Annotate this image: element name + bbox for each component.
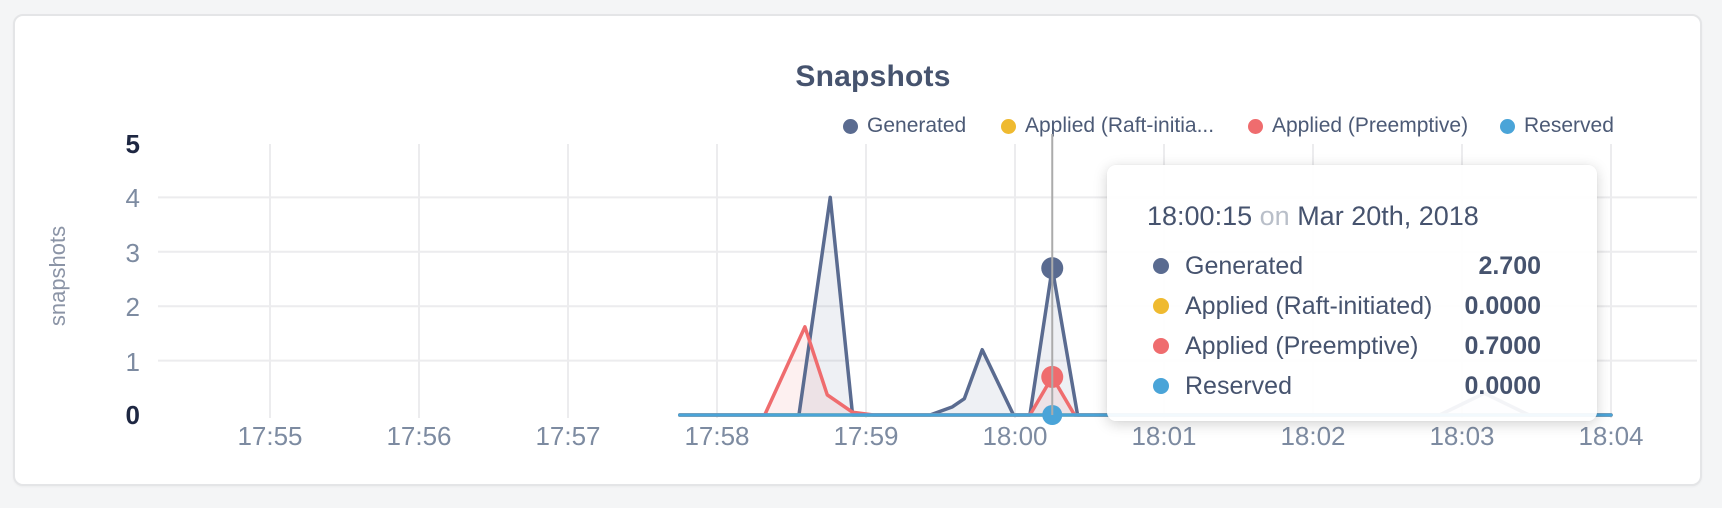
y-tick-5: 5	[125, 129, 140, 159]
y-tick-0: 0	[125, 400, 140, 430]
y-tick-4: 4	[125, 183, 140, 213]
legend-label: Generated	[867, 114, 967, 137]
area-Applied (Preemptive)	[679, 326, 1611, 415]
x-tick-1801: 18:01	[1131, 421, 1197, 451]
legend-item-generated[interactable]: Generated	[843, 113, 966, 139]
y-tick-3: 3	[125, 238, 140, 268]
legend-dot-applied-raft-icon	[1001, 118, 1016, 134]
tooltip-dot-generated-icon	[1153, 258, 1169, 274]
tooltip-row-generated: Generated 2.700	[1147, 246, 1541, 286]
tooltip-value: 0.0000	[1464, 371, 1541, 400]
chart-title: Snapshots	[795, 60, 951, 93]
legend-dot-generated-icon	[843, 118, 858, 134]
tooltip-value: 2.700	[1478, 251, 1541, 280]
tooltip-row-applied-raft: Applied (Raft-initiated) 0.0000	[1147, 286, 1541, 326]
tooltip-row-applied-preemptive: Applied (Preemptive) 0.7000	[1147, 326, 1541, 366]
legend-item-applied-preemptive[interactable]: Applied (Preemptive)	[1248, 113, 1468, 139]
y-tick-1: 1	[125, 347, 140, 377]
x-tick-1759: 17:59	[833, 421, 899, 451]
x-tick-1756: 17:56	[386, 421, 452, 451]
legend-label: Reserved	[1524, 114, 1614, 137]
x-tick-1803: 18:03	[1429, 421, 1495, 451]
x-tick-1802: 18:02	[1280, 421, 1346, 451]
tooltip-row-reserved: Reserved 0.0000	[1147, 366, 1541, 406]
legend-item-applied-raft[interactable]: Applied (Raft-initia...	[1001, 113, 1214, 139]
x-tick-1758: 17:58	[684, 421, 750, 451]
x-tick-1755: 17:55	[237, 421, 303, 451]
legend-dot-reserved-icon	[1500, 118, 1515, 134]
legend-label: Applied (Raft-initia...	[1025, 114, 1215, 137]
x-tick-1757: 17:57	[535, 421, 601, 451]
legend-item-reserved[interactable]: Reserved	[1500, 113, 1614, 139]
legend-label: Applied (Preemptive)	[1272, 114, 1469, 137]
tooltip-dot-reserved-icon	[1153, 378, 1169, 394]
tooltip-value: 0.0000	[1464, 291, 1541, 320]
tooltip-dot-applied-preemptive-icon	[1153, 338, 1169, 354]
tooltip-timestamp: 18:00:15 on Mar 20th, 2018	[1147, 201, 1479, 231]
y-tick-2: 2	[125, 292, 140, 322]
tooltip-value: 0.7000	[1464, 331, 1541, 360]
legend-dot-applied-preemptive-icon	[1248, 118, 1263, 134]
hover-tooltip: 18:00:15 on Mar 20th, 2018 Generated 2.7…	[1107, 165, 1597, 421]
x-tick-1800: 18:00	[982, 421, 1048, 451]
tooltip-dot-applied-raft-icon	[1153, 298, 1169, 314]
x-tick-1804: 18:04	[1578, 421, 1644, 451]
